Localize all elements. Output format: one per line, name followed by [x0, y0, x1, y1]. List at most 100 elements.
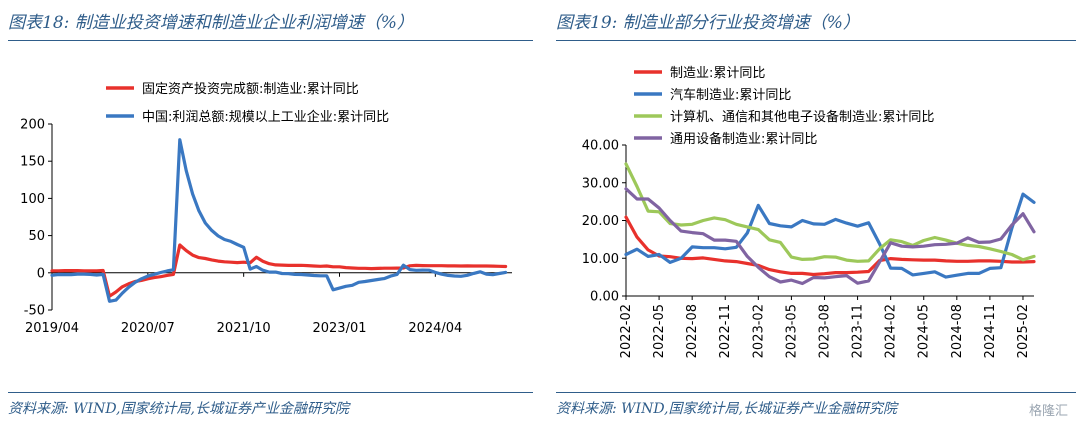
y-tick-label: 10.00	[582, 252, 619, 267]
data-point	[857, 271, 859, 273]
data-point	[724, 260, 726, 262]
data-point	[338, 266, 341, 268]
data-point	[923, 272, 925, 274]
data-point	[370, 279, 372, 282]
data-point	[1011, 253, 1013, 256]
data-point	[102, 273, 104, 275]
data-point	[702, 219, 704, 222]
data-point	[447, 274, 449, 276]
data-point	[746, 255, 748, 257]
x-tick-label: 2024-02	[884, 304, 899, 358]
data-point	[868, 260, 870, 262]
data-point	[460, 275, 462, 277]
data-point	[57, 273, 60, 276]
data-point	[492, 265, 494, 267]
data-point	[680, 224, 682, 226]
data-point	[255, 256, 257, 258]
data-point	[1011, 224, 1013, 226]
data-point	[1033, 255, 1035, 257]
data-point	[358, 267, 360, 269]
data-point	[857, 260, 859, 262]
data-point	[625, 216, 627, 218]
data-point	[434, 271, 436, 273]
data-point	[409, 265, 411, 267]
x-tick-label: 2024/04	[408, 321, 462, 336]
data-point	[989, 260, 991, 262]
legend-label: 通用设备制造业:累计同比	[670, 131, 817, 147]
data-point	[230, 240, 232, 242]
figure-19-title-rule	[556, 40, 1076, 41]
data-point	[441, 273, 443, 275]
data-point	[230, 261, 232, 263]
data-point	[370, 268, 372, 270]
data-point	[912, 259, 914, 261]
data-point	[978, 245, 980, 248]
figure-18-chart: -50 0 50 100 150 200 2019/04 2020/07 2021/10 2023…	[20, 81, 512, 336]
data-point	[460, 265, 462, 267]
data-point	[185, 250, 187, 252]
data-point	[223, 261, 226, 263]
data-point	[945, 276, 947, 278]
data-point	[812, 223, 815, 225]
data-point	[746, 226, 748, 228]
data-point	[680, 230, 682, 232]
x-tick-label: 2021/10	[217, 321, 271, 336]
data-point	[857, 225, 859, 227]
data-point	[702, 247, 704, 249]
data-point	[879, 243, 881, 245]
data-point	[294, 264, 296, 266]
data-point	[294, 273, 296, 275]
data-point	[636, 248, 638, 250]
data-point	[746, 232, 748, 234]
data-point	[945, 243, 947, 245]
data-point	[345, 285, 347, 287]
data-point	[680, 257, 682, 259]
data-point	[956, 260, 958, 262]
data-point	[768, 239, 770, 241]
x-tick-label: 2023-11	[851, 304, 866, 358]
data-point	[845, 272, 848, 274]
y-tick-label: 0.00	[590, 290, 619, 305]
data-point	[326, 265, 328, 267]
data-point	[96, 270, 98, 272]
data-point	[466, 274, 468, 276]
data-point	[434, 265, 436, 267]
data-point	[383, 278, 385, 280]
y-tick-label: 40.00	[582, 139, 619, 154]
data-point	[757, 229, 759, 231]
data-point	[735, 240, 737, 242]
data-point	[83, 270, 85, 272]
data-point	[912, 246, 914, 248]
data-point	[479, 265, 481, 267]
data-point	[768, 222, 770, 225]
x-tick-label: 2022-05	[652, 304, 667, 358]
x-tick-label: 2024-08	[950, 304, 965, 358]
series-line-1	[624, 215, 1036, 277]
data-point	[901, 267, 903, 269]
data-point	[51, 274, 53, 276]
data-point	[51, 270, 53, 272]
data-point	[358, 281, 360, 283]
data-point	[636, 236, 638, 238]
data-point	[453, 265, 456, 267]
data-point	[779, 241, 781, 243]
data-point	[179, 244, 181, 246]
data-point	[140, 278, 142, 280]
data-point	[845, 275, 848, 277]
data-point	[967, 237, 969, 239]
data-point	[332, 289, 334, 291]
data-point	[243, 246, 245, 248]
data-point	[447, 265, 449, 267]
data-point	[211, 259, 213, 261]
data-point	[812, 276, 815, 279]
data-point	[834, 272, 837, 274]
data-point	[890, 267, 892, 269]
data-point	[485, 265, 487, 267]
data-point	[236, 262, 238, 264]
data-point	[757, 266, 759, 268]
data-point	[147, 275, 149, 277]
data-point	[390, 267, 392, 269]
data-point	[967, 244, 969, 246]
data-point	[669, 222, 671, 225]
data-point	[428, 265, 430, 267]
